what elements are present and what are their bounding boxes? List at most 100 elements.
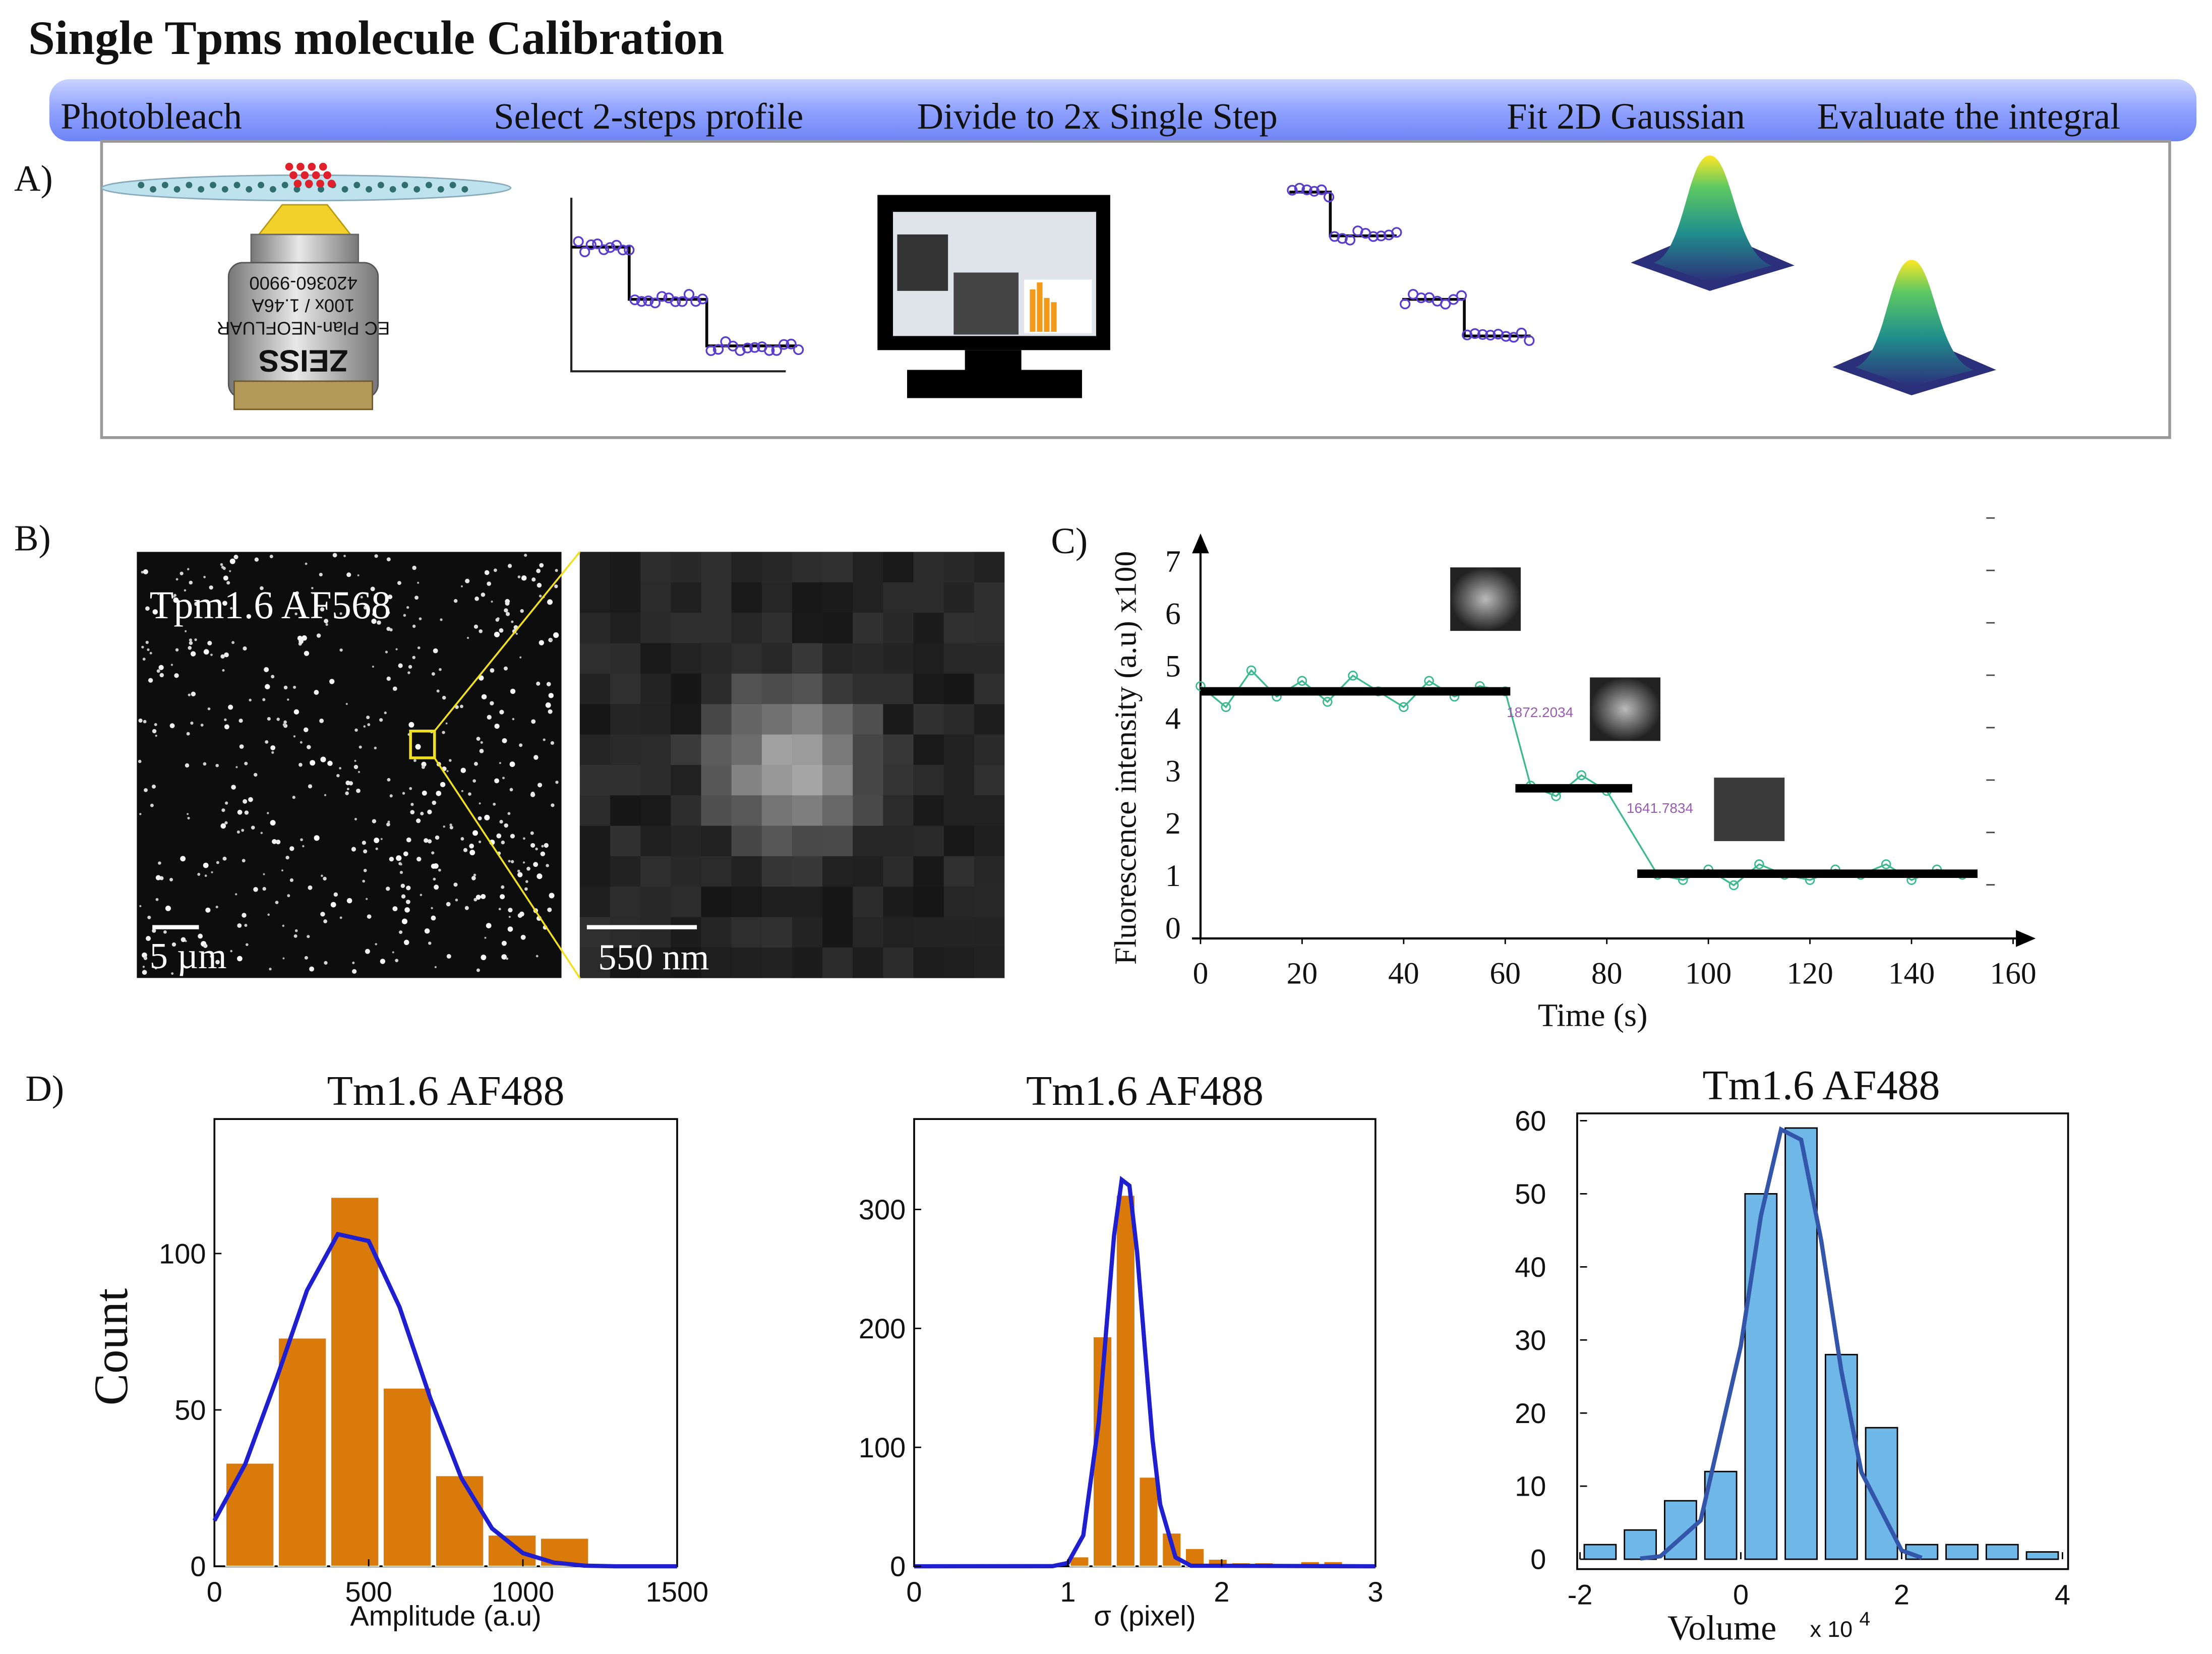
image-spot (325, 623, 328, 626)
annotation: 1872.2034 (1507, 704, 1573, 720)
image-spot (472, 779, 476, 783)
image-spot (141, 645, 144, 648)
image-spot (401, 894, 406, 899)
image-spot (395, 959, 399, 963)
image-spot (346, 898, 352, 904)
image-spot (424, 928, 430, 934)
slide-dot (173, 186, 181, 193)
image-pixel (853, 856, 883, 887)
image-spot (231, 641, 235, 644)
image-pixel (974, 613, 1005, 643)
image-pixel (731, 704, 762, 735)
sketch-point (592, 238, 603, 250)
image-spot (427, 809, 432, 814)
image-pixel (761, 673, 793, 704)
image-pixel (579, 552, 611, 583)
image-pixel (943, 552, 975, 583)
image-pixel (792, 552, 823, 583)
image-pixel (761, 947, 793, 978)
image-spot (332, 553, 337, 558)
image-spot (476, 737, 481, 741)
x-tick-label: 0 (1193, 957, 1209, 991)
image-spot (200, 723, 204, 727)
image-pixel (671, 947, 701, 978)
image-spot (371, 618, 377, 624)
image-pixel (822, 764, 853, 796)
x-tick-label: -2 (1568, 1579, 1593, 1611)
sketch-point (1462, 329, 1473, 340)
x-tick-label: 140 (1888, 957, 1935, 991)
image-spot (314, 835, 320, 841)
sketch-axes (570, 198, 786, 373)
image-pixel (943, 582, 975, 613)
image-spot (449, 759, 452, 762)
image-pixel (761, 795, 793, 826)
image-spot (220, 654, 225, 659)
image-spot (333, 892, 338, 897)
image-spot (402, 792, 405, 795)
sketch-point (624, 245, 635, 256)
image-spot (146, 936, 151, 941)
slide-dot (281, 182, 288, 189)
slide-dot (389, 186, 396, 193)
data-point (1399, 702, 1409, 712)
histogram-bar (1824, 1353, 1858, 1560)
image-spot (432, 800, 437, 805)
image-spot (403, 851, 408, 857)
image-spot (436, 791, 442, 796)
image-pixel (610, 947, 641, 978)
image-pixel (883, 795, 914, 826)
image-spot (484, 814, 490, 820)
image-spot (271, 751, 274, 754)
image-spot (487, 581, 492, 586)
image-spot (324, 961, 328, 965)
image-pixel (610, 613, 641, 643)
image-spot (345, 702, 348, 705)
image-spot (473, 873, 476, 876)
image-spot (553, 632, 559, 638)
image-pixel (671, 887, 701, 917)
image-spot (138, 718, 143, 723)
image-pixel (943, 673, 975, 704)
image-spot (346, 572, 351, 577)
image-spot (481, 894, 486, 900)
image-spot (191, 691, 196, 696)
image-pixel (640, 947, 671, 978)
image-spot (384, 711, 387, 715)
image-spot (399, 930, 403, 934)
monitor-bar (1037, 282, 1043, 332)
image-pixel (883, 582, 914, 613)
image-pixel (913, 552, 944, 583)
x-tick-label: 1000 (492, 1576, 554, 1608)
image-pixel (792, 795, 823, 826)
image-spot (515, 632, 518, 635)
image-label: Tpm1.6 AF568 (150, 583, 391, 627)
image-pixel (701, 704, 732, 735)
image-spot (224, 821, 228, 824)
data-point (1246, 665, 1257, 676)
gaussian-peak (1653, 155, 1772, 283)
image-spot (546, 682, 551, 686)
image-spot (392, 686, 397, 691)
panel-label: D) (25, 1068, 64, 1109)
image-pixel (853, 795, 883, 826)
image-spot (545, 702, 551, 708)
slide-dot (366, 186, 373, 193)
image-spot (254, 773, 258, 777)
image-spot (440, 618, 443, 621)
image-pixel (943, 734, 975, 765)
image-spot (231, 785, 236, 790)
slide-dot (413, 186, 421, 193)
image-pixel (822, 795, 853, 826)
image-pixel (610, 552, 641, 583)
image-spot (524, 887, 528, 891)
light-cone (255, 204, 354, 238)
y-tick-label: 50 (1515, 1178, 1546, 1210)
image-spot (540, 851, 546, 857)
image-spot (302, 635, 307, 641)
image-spot (221, 808, 225, 812)
sketch-point (1368, 231, 1379, 242)
excited-dot (293, 180, 302, 188)
image-spot (362, 879, 366, 883)
